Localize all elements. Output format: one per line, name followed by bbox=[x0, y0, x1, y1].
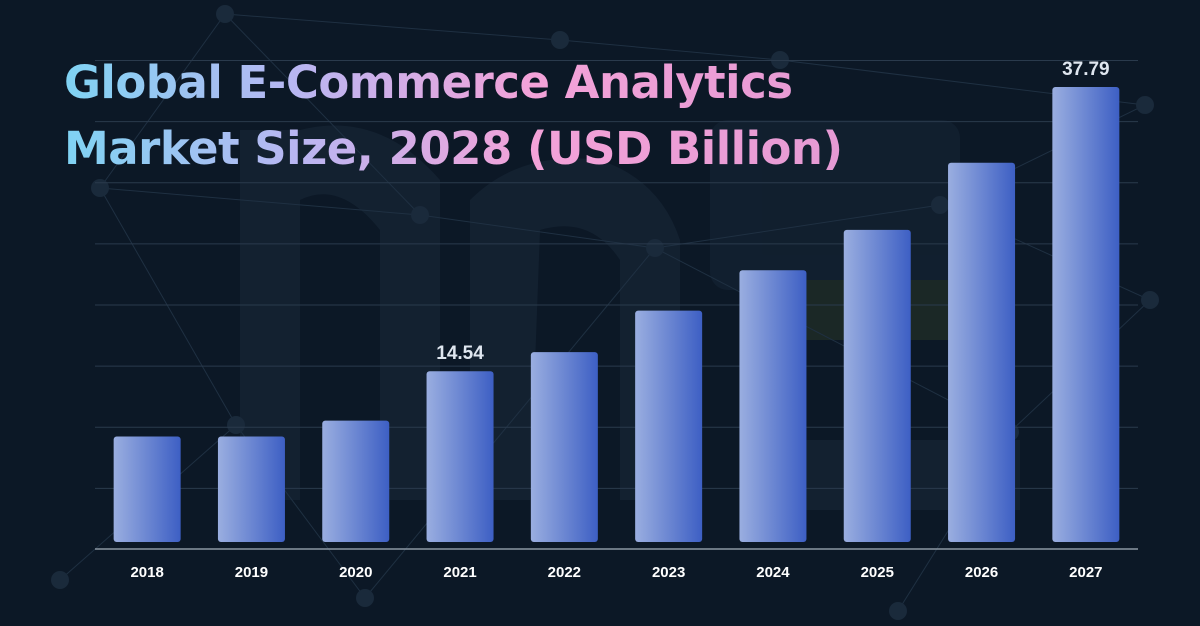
data-labels: 14.54 37.79 bbox=[436, 59, 1109, 364]
x-tick-label-2018: 2018 bbox=[130, 564, 163, 581]
data-label-2027: 37.79 bbox=[1062, 59, 1110, 80]
bar-2022 bbox=[530, 352, 598, 542]
bar-2025 bbox=[843, 229, 911, 543]
x-tick-label-2024: 2024 bbox=[756, 564, 790, 581]
bar-2023 bbox=[635, 310, 703, 542]
x-tick-label-2027: 2027 bbox=[1069, 564, 1102, 581]
bar-2019 bbox=[217, 436, 285, 542]
bars bbox=[113, 87, 1120, 543]
bar-2020 bbox=[322, 420, 390, 542]
x-tick-label-2021: 2021 bbox=[443, 564, 476, 581]
x-tick-label-2020: 2020 bbox=[339, 564, 372, 581]
x-tick-label-2019: 2019 bbox=[235, 564, 268, 581]
x-tick-label-2026: 2026 bbox=[965, 564, 998, 581]
bar-2027 bbox=[1052, 87, 1120, 543]
bar-2021 bbox=[426, 371, 494, 542]
x-tick-labels: 2018 2019 2020 2021 2022 2023 2024 2025 2026 2027 bbox=[130, 564, 1102, 581]
x-tick-label-2025: 2025 bbox=[861, 564, 894, 581]
data-label-2021: 14.54 bbox=[436, 343, 484, 364]
bar-2026 bbox=[948, 162, 1016, 542]
bar-2024 bbox=[739, 270, 807, 542]
x-tick-label-2022: 2022 bbox=[548, 564, 581, 581]
x-tick-label-2023: 2023 bbox=[652, 564, 685, 581]
background-network bbox=[51, 5, 1159, 620]
bar-2018 bbox=[113, 436, 181, 542]
